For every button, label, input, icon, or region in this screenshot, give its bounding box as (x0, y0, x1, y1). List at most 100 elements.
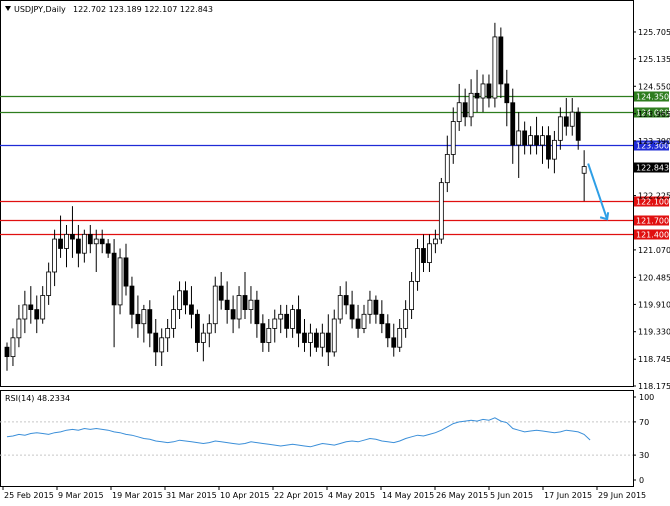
candle (194, 309, 200, 352)
candle-body-up (212, 285, 218, 325)
candle (498, 27, 504, 99)
candle-body-down (355, 318, 361, 329)
candle-body-down (34, 309, 40, 320)
arrow-shaft (587, 163, 609, 220)
candle-body-up (557, 116, 563, 141)
candle-body-down (189, 304, 194, 315)
level-tag (634, 91, 669, 102)
candle (432, 229, 438, 254)
candle-body-up (278, 313, 284, 320)
candle (218, 271, 224, 310)
level-label: 121.400 (636, 231, 669, 240)
candle (177, 281, 182, 320)
rsi-tick-label: 30 (639, 451, 649, 460)
candle-body-down (391, 337, 397, 348)
candle-body-up (403, 309, 409, 329)
candle (272, 309, 278, 343)
candle (468, 79, 474, 127)
candle (319, 323, 325, 357)
price-axis: 125.705 125.135 124.550 123.965 123.390 122.2… (633, 28, 670, 391)
candle-body-down (522, 130, 528, 146)
candle-body-up (438, 182, 444, 240)
candle-body-down (129, 285, 135, 315)
horizontal-levels: 124.350 124.000 123.300 122.100 121.700 121.4… (0, 91, 669, 240)
date-tick-label: 19 Mar 2015 (112, 491, 163, 500)
price-tick-label: 125.705 (638, 28, 670, 37)
date-axis: 25 Feb 2015 9 Mar 2015 19 Mar 2015 31 Mar 2… (2, 487, 646, 500)
candle-body-up (331, 318, 337, 353)
candle-body-up (165, 328, 171, 339)
candle (438, 177, 444, 244)
candle-body-up (552, 139, 557, 160)
candle-body-down (421, 248, 426, 263)
candle-body-up (456, 102, 462, 122)
price-tick-label: 124.550 (638, 82, 670, 91)
candle-body-up (40, 295, 46, 320)
price-tick-label: 119.910 (638, 300, 670, 309)
chart-menu-triangle-icon[interactable] (5, 6, 11, 11)
candle (492, 22, 498, 108)
candle (456, 83, 462, 131)
candle (135, 295, 141, 338)
candle (230, 295, 236, 334)
candle-body-up (361, 313, 367, 329)
candle (70, 206, 75, 258)
candle-body-down (58, 238, 63, 249)
current-price-tag (634, 162, 669, 173)
candle-body-down (474, 92, 480, 99)
candle (111, 239, 117, 348)
candle-body-down (99, 238, 105, 245)
candle-body-up (415, 248, 420, 282)
candle (385, 314, 391, 348)
candle-body-down (563, 116, 569, 127)
candle (34, 295, 40, 334)
candle-body-down (76, 238, 81, 254)
candle-body-up (16, 318, 22, 339)
candle-body-up (81, 233, 87, 254)
candle-body-down (70, 233, 75, 240)
rsi-label: RSI(14) 48.2334 (5, 394, 70, 403)
candle (361, 304, 367, 334)
candle-body-up (581, 166, 587, 174)
candle (349, 290, 355, 329)
candle (254, 290, 260, 338)
candle-body-down (379, 313, 385, 325)
candle (308, 323, 313, 357)
candle-body-down (385, 323, 391, 339)
candle (58, 215, 63, 258)
level-label: 123.300 (636, 142, 669, 151)
candle (4, 342, 10, 371)
candle (141, 304, 147, 343)
candle (159, 328, 165, 367)
candle (278, 304, 284, 334)
candle-body-up (206, 323, 212, 334)
candle-body-down (486, 83, 492, 99)
candle (409, 271, 415, 320)
candle-body-up (93, 238, 99, 245)
candle (504, 69, 510, 127)
candle-body-up (266, 328, 272, 343)
level-tag (634, 229, 669, 240)
candle-body-down (546, 135, 551, 160)
candle-body-up (337, 295, 343, 320)
level-tag (634, 107, 669, 118)
candle-body-down (105, 243, 111, 254)
rsi-tick-label: 0 (639, 476, 644, 485)
candle (81, 229, 87, 263)
candle-body-up (248, 299, 254, 311)
rsi-line (6, 417, 591, 448)
candle-body-up (540, 135, 545, 146)
candle (474, 69, 480, 113)
candle (421, 234, 426, 272)
candle (165, 319, 171, 352)
candle-body-down (230, 309, 236, 320)
candle (284, 304, 290, 338)
candle-body-down (498, 36, 504, 85)
candle (290, 304, 296, 338)
candle-body-up (569, 111, 575, 127)
date-tick-label: 25 Feb 2015 (4, 491, 54, 500)
candle (40, 286, 46, 324)
candle-body-down (135, 313, 141, 325)
candle-body-up (200, 332, 206, 343)
candle (355, 304, 361, 338)
